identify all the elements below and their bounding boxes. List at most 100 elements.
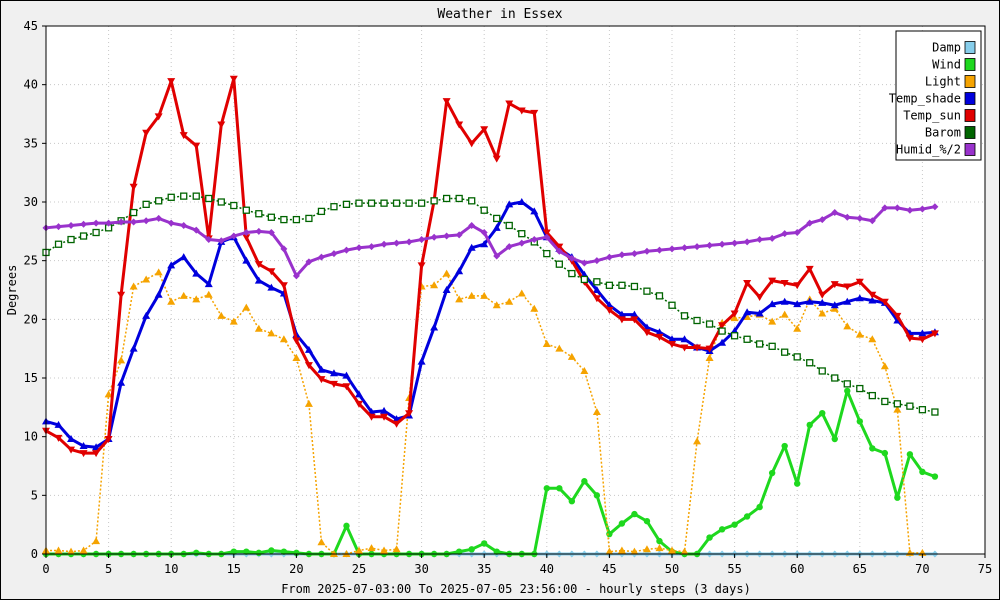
data-point-wind [243, 548, 250, 555]
data-point-temp-shade [167, 261, 176, 269]
data-point-light [455, 295, 464, 303]
data-point-barom [142, 200, 150, 208]
series-temp-sun [42, 75, 939, 458]
data-point-humid-2 [718, 240, 726, 248]
data-point-humid-2 [455, 231, 463, 239]
data-point-barom [505, 221, 513, 230]
data-point-light [92, 537, 101, 545]
data-point-humid-2 [706, 241, 714, 249]
data-point-barom [480, 206, 488, 214]
data-point-humid-2 [768, 234, 776, 242]
data-point-barom [693, 316, 701, 325]
data-point-light [467, 291, 476, 299]
data-point-humid-2 [430, 233, 438, 241]
data-point-barom [781, 348, 789, 356]
legend-entry: Temp_sun [903, 109, 961, 123]
data-point-humid-2 [167, 219, 175, 227]
legend-entry: Wind [932, 58, 961, 72]
series-humid-2 [42, 203, 939, 280]
data-point-wind [819, 410, 826, 417]
data-point-humid-2 [55, 223, 63, 231]
data-point-humid-2 [317, 253, 325, 261]
data-point-humid-2 [881, 204, 889, 212]
data-point-temp-sun [555, 243, 564, 251]
data-point-temp-shade [204, 280, 213, 288]
series-line-light [46, 271, 923, 555]
data-point-light [54, 546, 63, 554]
data-point-temp-sun [680, 344, 689, 352]
data-point-light [355, 546, 363, 554]
data-point-humid-2 [255, 227, 263, 235]
data-point-temp-sun [880, 298, 889, 306]
data-point-light [580, 366, 589, 374]
data-point-temp-sun [642, 329, 651, 337]
data-point-barom [67, 235, 75, 244]
data-point-barom [806, 359, 814, 367]
data-point-temp-sun [154, 113, 163, 121]
y-tick-label: 35 [24, 136, 38, 150]
data-point-light [592, 408, 601, 416]
legend-swatch [964, 92, 976, 105]
data-point-light [517, 289, 526, 297]
data-point-barom [705, 320, 714, 328]
data-point-humid-2 [655, 246, 663, 254]
data-point-wind [193, 549, 200, 557]
data-point-temp-sun [805, 265, 814, 273]
data-point-temp-sun [542, 229, 551, 237]
legend-swatch [964, 41, 976, 54]
data-point-temp-shade [417, 357, 426, 365]
data-point-humid-2 [580, 259, 588, 267]
data-point-humid-2 [643, 247, 651, 255]
data-point-light [154, 268, 163, 276]
data-point-wind [731, 521, 738, 528]
data-point-light [780, 310, 789, 318]
data-point-temp-sun [630, 316, 639, 324]
data-point-humid-2 [342, 246, 350, 254]
data-point-temp-sun [54, 434, 63, 442]
data-point-wind [455, 548, 463, 555]
data-point-humid-2 [142, 217, 150, 225]
data-point-temp-shade [117, 378, 126, 386]
data-point-wind [343, 522, 350, 530]
data-point-temp-shade [592, 286, 601, 293]
data-point-barom [931, 408, 939, 416]
data-point-light [880, 362, 889, 370]
data-point-wind [768, 469, 776, 477]
data-point-humid-2 [67, 221, 75, 229]
data-point-temp-shade [192, 269, 201, 277]
data-point-wind [906, 451, 914, 458]
data-point-light [505, 297, 514, 305]
data-point-temp-sun [905, 335, 914, 343]
x-tick-label: 0 [42, 562, 49, 576]
data-point-temp-shade [480, 240, 489, 248]
data-point-light [617, 546, 626, 554]
data-point-temp-shade [179, 253, 188, 261]
data-point-light [317, 538, 326, 546]
data-point-humid-2 [505, 243, 513, 251]
data-point-light [204, 290, 213, 298]
data-point-humid-2 [292, 272, 300, 280]
data-point-temp-shade [467, 243, 476, 251]
data-point-barom [643, 287, 651, 295]
x-tick-label: 35 [477, 562, 491, 576]
data-point-barom [217, 198, 225, 206]
data-point-humid-2 [918, 205, 926, 213]
data-point-temp-sun [730, 310, 739, 318]
data-point-barom [305, 214, 313, 223]
data-point-temp-sun [92, 450, 101, 458]
data-point-humid-2 [518, 239, 526, 247]
data-point-temp-shade [768, 300, 777, 308]
data-point-humid-2 [493, 252, 501, 260]
data-point-temp-shade [743, 308, 752, 316]
y-tick-label: 45 [24, 19, 38, 33]
data-point-temp-sun [217, 121, 226, 129]
data-point-barom [455, 194, 463, 203]
y-tick-label: 30 [24, 195, 38, 209]
data-point-wind [556, 485, 563, 492]
data-point-light [267, 329, 276, 337]
data-point-humid-2 [217, 237, 225, 245]
data-point-barom [342, 200, 351, 208]
data-point-temp-sun [417, 262, 426, 270]
data-point-light [480, 291, 489, 299]
